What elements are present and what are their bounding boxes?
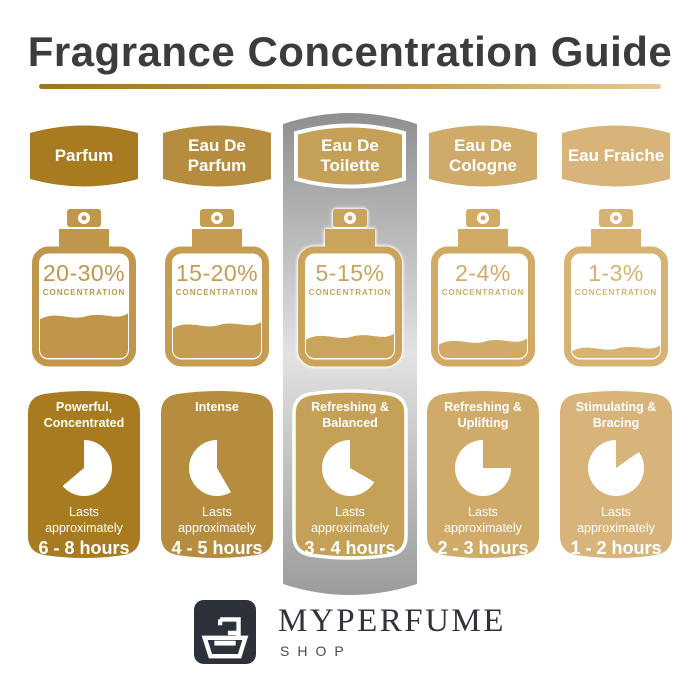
column-parfum: Parfum 20-30% CONCENTRATION Power — [28, 121, 140, 562]
badge-shape-icon — [429, 125, 537, 187]
concentration-percent: 2-4% — [455, 260, 511, 287]
duration-card-content: Refreshing & Balanced Lasts approximatel… — [294, 387, 406, 562]
brand-footer: MYPERFUME SHOP — [0, 600, 700, 664]
clock-pie-icon — [56, 440, 112, 497]
fragrance-name-label: Eau De Toilette — [320, 135, 380, 176]
concentration-caption: CONCENTRATION — [308, 288, 392, 298]
duration-card-content: Intense Lasts approximately 4 - 5 hours — [161, 387, 273, 562]
fragrance-name-label: Eau De Parfum — [187, 135, 247, 176]
brand-subtitle: SHOP — [280, 643, 352, 660]
column-eau-fraiche: Eau Fraiche 1-3% CONCENTRATION St — [560, 121, 672, 562]
character-description: Powerful, Concentrated — [43, 400, 125, 431]
lasts-label: Lasts approximately — [45, 505, 123, 535]
clock-pie-icon — [588, 440, 644, 497]
concentration-percent: 15-20% — [175, 260, 259, 287]
duration-hours: 1 - 2 hours — [570, 538, 662, 559]
perfume-bottle-icon — [564, 209, 668, 367]
duration-card-content: Stimulating & Bracing Lasts approximatel… — [560, 387, 672, 562]
fragrance-columns: Parfum 20-30% CONCENTRATION Power — [0, 121, 700, 562]
perfume-bottle-icon — [431, 209, 535, 367]
clock-pie-icon — [189, 440, 245, 497]
badge-shape-icon — [562, 125, 670, 187]
concentration-caption: CONCENTRATION — [175, 288, 259, 298]
fragrance-name-badge: Eau Fraiche — [560, 121, 672, 191]
badge-shape-icon — [294, 123, 406, 189]
concentration-percent: 20-30% — [42, 260, 126, 287]
concentration-caption: CONCENTRATION — [42, 288, 126, 298]
badge-shape-icon — [30, 125, 138, 187]
concentration-caption: CONCENTRATION — [441, 288, 525, 298]
duration-card-content: Refreshing & Uplifting Lasts approximate… — [427, 387, 539, 562]
perfume-bottle: 1-3% CONCENTRATION — [557, 209, 675, 367]
lasts-label: Lasts approximately — [444, 505, 522, 535]
fragrance-name-label: Eau Fraiche — [567, 145, 665, 165]
perfume-bottle: 15-20% CONCENTRATION — [158, 209, 276, 367]
character-description: Stimulating & Bracing — [575, 400, 657, 431]
perfume-bottle-icon — [298, 209, 402, 367]
myperfume-logo-icon — [194, 600, 257, 664]
character-description: Refreshing & Uplifting — [444, 400, 522, 431]
fragrance-name-badge: Eau De Toilette — [294, 121, 406, 191]
duration-card-content: Powerful, Concentrated Lasts approximate… — [28, 387, 140, 562]
concentration-percent: 1-3% — [588, 260, 644, 287]
character-description: Refreshing & Balanced — [311, 400, 389, 431]
duration-card: Powerful, Concentrated Lasts approximate… — [28, 387, 140, 562]
duration-card: Refreshing & Balanced Lasts approximatel… — [292, 387, 408, 562]
title-section: Fragrance Concentration Guide — [0, 0, 700, 90]
brand-name: MYPERFUME — [278, 603, 506, 640]
perfume-bottle-icon — [165, 209, 269, 367]
fragrance-name-badge: Eau De Cologne — [427, 121, 539, 191]
badge-shape-icon — [163, 125, 271, 187]
concentration-caption: CONCENTRATION — [574, 288, 658, 298]
brand-text: MYPERFUME SHOP — [278, 603, 506, 660]
lasts-label: Lasts approximately — [311, 505, 389, 535]
fragrance-name-label: Eau De Cologne — [449, 135, 517, 176]
clock-pie-icon — [455, 440, 511, 497]
clock-pie-icon — [322, 440, 378, 497]
column-eau-de-parfum: Eau De Parfum 15-20% CONCENTRATION — [161, 121, 273, 562]
duration-hours: 4 - 5 hours — [171, 538, 263, 559]
character-description: Intense — [195, 400, 239, 415]
fragrance-name-badge: Eau De Parfum — [161, 121, 273, 191]
lasts-label: Lasts approximately — [577, 505, 655, 535]
duration-hours: 2 - 3 hours — [437, 538, 529, 559]
concentration-percent: 5-15% — [315, 260, 385, 287]
page-title: Fragrance Concentration Guide — [27, 28, 673, 75]
column-eau-de-toilette: Eau De Toilette 5-15% CONCENTRATION — [291, 121, 409, 562]
perfume-bottle-icon — [32, 209, 136, 367]
duration-card: Refreshing & Uplifting Lasts approximate… — [427, 387, 539, 562]
title-underline — [39, 84, 661, 90]
lasts-label: Lasts approximately — [178, 505, 256, 535]
column-eau-de-cologne: Eau De Cologne 2-4% CONCENTRATION — [427, 121, 539, 562]
duration-card: Intense Lasts approximately 4 - 5 hours — [161, 387, 273, 562]
duration-hours: 3 - 4 hours — [304, 538, 396, 559]
fragrance-name-badge: Parfum — [28, 121, 140, 191]
perfume-bottle: 5-15% CONCENTRATION — [291, 209, 409, 367]
duration-card: Stimulating & Bracing Lasts approximatel… — [560, 387, 672, 562]
fragrance-name-label: Parfum — [54, 145, 114, 165]
perfume-bottle: 2-4% CONCENTRATION — [424, 209, 542, 367]
duration-hours: 6 - 8 hours — [38, 538, 130, 559]
perfume-bottle: 20-30% CONCENTRATION — [25, 209, 143, 367]
